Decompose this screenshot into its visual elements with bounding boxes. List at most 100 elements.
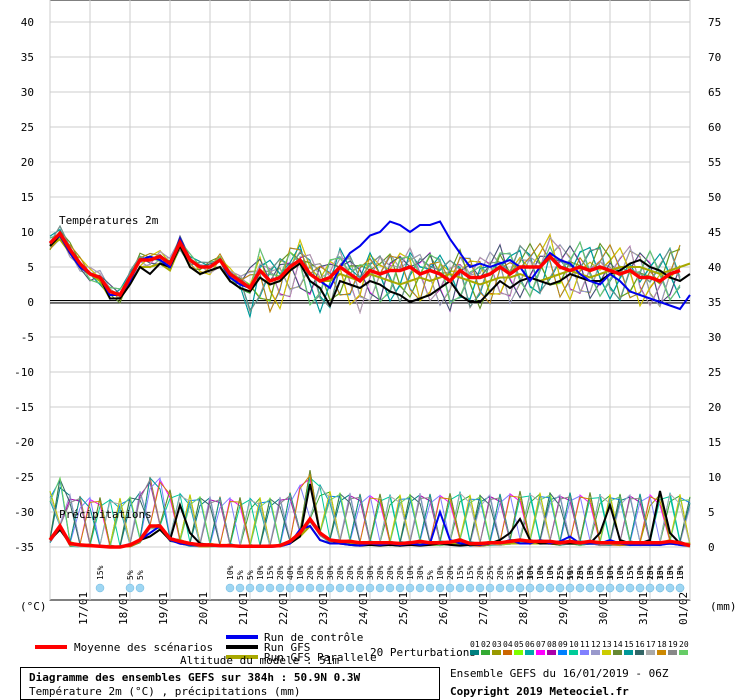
snow-probability-label: 20% xyxy=(496,565,505,580)
left-tick: 20 xyxy=(21,156,34,169)
snow-probability-label: 15% xyxy=(556,565,565,580)
perturbation-swatch xyxy=(525,650,534,655)
snowflake-icon xyxy=(535,583,545,593)
snow-probability-label: 5% xyxy=(236,570,245,580)
snow-probability-label: 35% xyxy=(506,565,515,580)
snowflake-icon xyxy=(565,583,575,593)
left-tick: -30 xyxy=(14,506,34,519)
snow-probability-label: 10% xyxy=(586,565,595,580)
snow-probability-label: 15% xyxy=(266,565,275,580)
snowflake-icon xyxy=(595,583,605,593)
left-axis: 40 35 30 25 20 15 10 5 0 -5 -10 -15 -20 -25 -30 -35 xyxy=(14,16,34,554)
legend: Moyenne des scénarios Run de contrôle Ru… xyxy=(35,631,689,667)
snow-probability-label: 25% xyxy=(486,565,495,580)
x-tick: 17/01 xyxy=(77,592,90,625)
snow-probability-label: 10% xyxy=(296,565,305,580)
snowflake-icon xyxy=(665,583,675,593)
legend-mean-label: Moyenne des scénarios xyxy=(74,641,213,654)
perturbation-number: 03 xyxy=(492,640,502,649)
perturbation-swatch xyxy=(679,650,688,655)
left-tick: 25 xyxy=(21,121,34,134)
snow-probability-label: 20% xyxy=(446,565,455,580)
gfs-temp-line xyxy=(49,233,691,308)
snowflake-icon xyxy=(545,583,555,593)
snow-probability-label: 10% xyxy=(606,565,615,580)
legend-gfs-parallele-label: Run GFS Parallele xyxy=(264,651,377,664)
snow-probability-label: 20% xyxy=(386,565,395,580)
precipitation-label: Précipitations xyxy=(59,508,152,521)
right-tick: 20 xyxy=(708,401,721,414)
perturbation-precip-line xyxy=(49,476,691,548)
snow-probability-label: 15% xyxy=(586,565,595,580)
snow-probability-label: 20% xyxy=(576,565,585,580)
perturbation-number: 16 xyxy=(635,640,645,649)
snow-probability-label: 15% xyxy=(516,565,525,580)
snowflake-icon xyxy=(125,583,135,593)
x-tick: 31/01 xyxy=(637,592,650,625)
snowflake-icon xyxy=(455,583,465,593)
left-tick: 15 xyxy=(21,191,34,204)
perturbation-swatch xyxy=(580,650,589,655)
snowflake-icon xyxy=(515,583,525,593)
snow-probability-label: 20% xyxy=(276,565,285,580)
snowflake-icon xyxy=(375,583,385,593)
snowflake-icon xyxy=(655,583,665,593)
snowflake-icon xyxy=(525,583,535,593)
x-tick: 28/01 xyxy=(517,592,530,625)
snowflake-icon xyxy=(325,583,335,593)
chart-subtitle: Température 2m (°C) , précipitations (mm… xyxy=(29,685,301,698)
perturbation-number: 14 xyxy=(613,640,623,649)
perturbation-number: 02 xyxy=(481,640,491,649)
perturbation-swatch xyxy=(536,650,545,655)
perturbation-swatch xyxy=(657,650,666,655)
snowflake-icon xyxy=(365,583,375,593)
snowflake-icon xyxy=(315,583,325,593)
legend-perturbations-label: 20 Perturbations xyxy=(370,646,476,659)
snowflake-icon xyxy=(645,583,655,593)
snowflake-icon xyxy=(295,583,305,593)
snow-probability-label: 30% xyxy=(526,565,535,580)
left-tick: -25 xyxy=(14,471,34,484)
perturbation-number: 15 xyxy=(624,640,634,649)
left-tick: 35 xyxy=(21,51,34,64)
snow-probability-label: 10% xyxy=(596,565,605,580)
left-tick: 30 xyxy=(21,86,34,99)
snow-probability-label: 5% xyxy=(246,570,255,580)
perturbation-number: 13 xyxy=(602,640,612,649)
snow-probability-label: 30% xyxy=(326,565,335,580)
left-tick: -35 xyxy=(14,541,34,554)
perturbation-number: 20 xyxy=(679,640,689,649)
snowflake-icon xyxy=(415,583,425,593)
perturbation-number: 06 xyxy=(525,640,535,649)
x-tick: 01/02 xyxy=(677,592,690,625)
snow-probability-label: 20% xyxy=(356,565,365,580)
right-tick: 40 xyxy=(708,261,721,274)
snowflake-icon xyxy=(395,583,405,593)
left-tick: -20 xyxy=(14,436,34,449)
snowflake-icon xyxy=(625,583,635,593)
snow-probability-label: 10% xyxy=(226,565,235,580)
perturbation-swatch xyxy=(470,650,479,655)
left-tick: 0 xyxy=(27,296,34,309)
snowflake-icon xyxy=(255,583,265,593)
snow-probability-label: 10% xyxy=(546,565,555,580)
perturbation-number: 11 xyxy=(580,640,590,649)
legend-altitude-label: Altitude du modèle : 51m xyxy=(180,654,339,667)
snow-probability-label: 10% xyxy=(546,565,555,580)
snow-probability-label: 20% xyxy=(396,565,405,580)
snow-probability-label: 15% xyxy=(646,565,655,580)
snowflake-icon xyxy=(465,583,475,593)
right-tick: 5 xyxy=(708,506,715,519)
snow-probability-label: 20% xyxy=(646,565,655,580)
perturbation-number: 07 xyxy=(536,640,546,649)
snowflake-icon xyxy=(585,583,595,593)
perturbation-swatch xyxy=(481,650,490,655)
snowflake-icon xyxy=(225,583,235,593)
left-tick: -5 xyxy=(21,331,34,344)
snow-probability-label: 25% xyxy=(556,565,565,580)
perturbation-legend: 01 02 03 04 05 06 07 08 09 10 11 12 13 14 15 16 17 18 19 20 xyxy=(470,640,689,655)
snow-probability-label: 15% xyxy=(666,565,675,580)
left-unit-label: (°C) xyxy=(20,600,47,613)
snowflake-icon xyxy=(95,583,105,593)
